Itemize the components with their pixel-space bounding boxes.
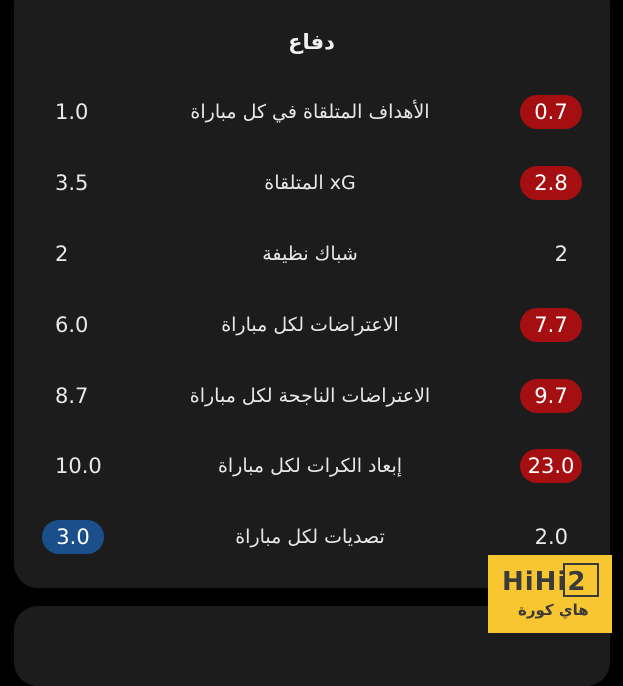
right-value: 2 <box>554 242 568 266</box>
section-title: دفاع <box>288 30 335 54</box>
left-value: 3.5 <box>55 171 89 195</box>
right-value: 2.0 <box>534 525 568 549</box>
left-value: 3.0 <box>42 520 104 554</box>
right-value: 2.8 <box>520 166 582 200</box>
stat-row: 8.7 الاعتراضات الناجحة لكل مباراة 9.7 <box>0 379 623 415</box>
stat-label: شباك نظيفة <box>262 243 358 265</box>
stat-label: تصديات لكل مباراة <box>235 526 385 548</box>
stat-row: 3.0 تصديات لكل مباراة 2.0 <box>0 520 623 556</box>
defense-card <box>14 0 610 588</box>
watermark-logo: HiHi2 هاي كورة <box>488 555 612 633</box>
left-value: 6.0 <box>55 313 89 337</box>
right-value: 0.7 <box>520 95 582 129</box>
stat-row: 10.0 إبعاد الكرات لكل مباراة 23.0 <box>0 449 623 485</box>
right-value: 9.7 <box>520 379 582 413</box>
logo-box <box>563 563 599 597</box>
stat-label: الاعتراضات الناجحة لكل مباراة <box>189 385 431 407</box>
left-value: 10.0 <box>55 454 102 478</box>
stat-row: 2 شباك نظيفة 2 <box>0 237 623 273</box>
logo-arabic: هاي كورة <box>518 601 589 619</box>
right-value: 23.0 <box>520 449 582 483</box>
right-value: 7.7 <box>520 308 582 342</box>
stat-label: xG المتلقاة <box>264 172 356 194</box>
stat-row: 3.5 xG المتلقاة 2.8 <box>0 166 623 202</box>
left-value: 8.7 <box>55 384 89 408</box>
left-value: 2 <box>55 242 69 266</box>
stat-label: الأهداف المتلقاة في كل مباراة <box>190 101 430 123</box>
stat-row: 1.0 الأهداف المتلقاة في كل مباراة 0.7 <box>0 95 623 131</box>
logo-latin: HiHi2 <box>502 567 587 597</box>
stat-row: 6.0 الاعتراضات لكل مباراة 7.7 <box>0 308 623 344</box>
stat-label: الاعتراضات لكل مباراة <box>221 314 399 336</box>
stat-label: إبعاد الكرات لكل مباراة <box>217 455 403 477</box>
left-value: 1.0 <box>55 100 89 124</box>
